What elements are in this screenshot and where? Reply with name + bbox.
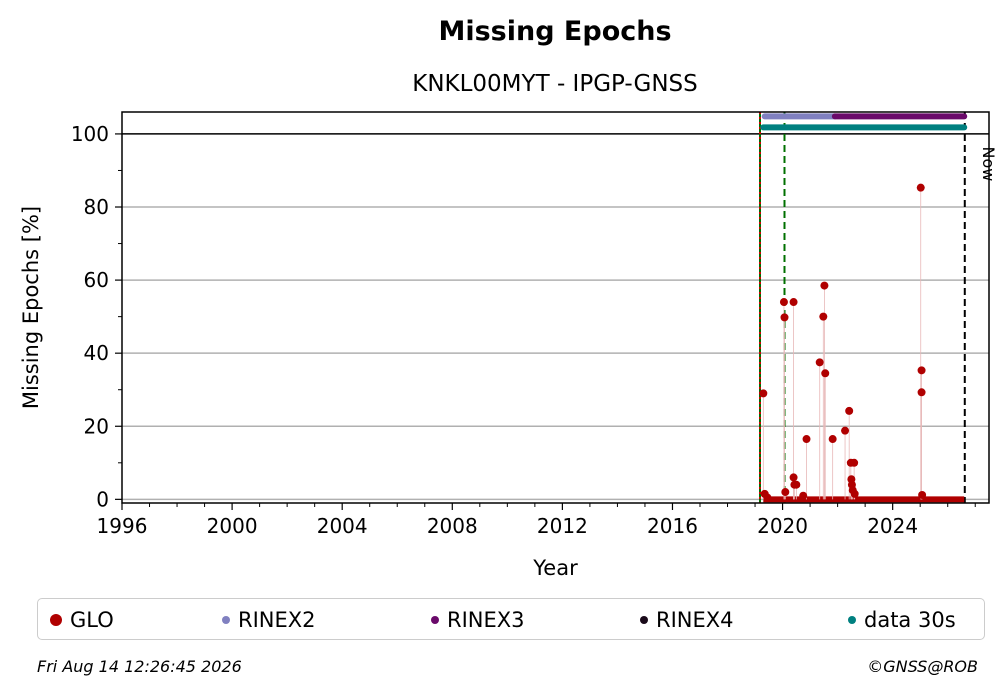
glo-point bbox=[815, 358, 824, 367]
y-tick-label: 20 bbox=[84, 414, 109, 438]
legend-item-rinex2: RINEX2 bbox=[222, 599, 316, 641]
legend-label-data30s: data 30s bbox=[864, 608, 956, 632]
glo-point bbox=[802, 435, 811, 444]
x-tick-label: 2020 bbox=[757, 514, 808, 538]
x-tick-label: 2004 bbox=[317, 514, 368, 538]
legend-marker-data30s bbox=[848, 616, 856, 624]
y-tick-label: 0 bbox=[96, 487, 109, 511]
glo-point bbox=[789, 473, 798, 482]
legend: GLO RINEX2 RINEX3 RINEX4 data 30s bbox=[37, 598, 985, 640]
legend-label-rinex2: RINEX2 bbox=[238, 608, 316, 632]
legend-label-rinex4: RINEX4 bbox=[656, 608, 734, 632]
y-axis-label: Missing Epochs [%] bbox=[19, 206, 43, 409]
glo-point bbox=[828, 435, 837, 444]
y-tick-label: 100 bbox=[71, 122, 109, 146]
glo-point bbox=[780, 313, 789, 322]
glo-point bbox=[850, 458, 859, 467]
glo-point bbox=[781, 488, 790, 497]
glo-point bbox=[759, 389, 768, 398]
glo-point bbox=[779, 298, 788, 307]
x-tick-label: 2016 bbox=[647, 514, 698, 538]
glo-point bbox=[917, 366, 926, 375]
footer-timestamp: Fri Aug 14 12:26:45 2026 bbox=[37, 657, 242, 676]
glo-point bbox=[916, 183, 925, 192]
x-tick-label: 1996 bbox=[97, 514, 148, 538]
legend-marker-glo bbox=[50, 614, 62, 626]
x-tick-label: 2008 bbox=[427, 514, 478, 538]
glo-point bbox=[918, 490, 927, 499]
legend-item-rinex4: RINEX4 bbox=[640, 599, 734, 641]
legend-marker-rinex3 bbox=[431, 616, 439, 624]
legend-item-glo: GLO bbox=[50, 599, 114, 641]
glo-point bbox=[850, 489, 859, 498]
glo-point bbox=[799, 491, 808, 500]
x-tick-label: 2012 bbox=[537, 514, 588, 538]
glo-point bbox=[792, 480, 801, 489]
x-tick-label: 2024 bbox=[867, 514, 918, 538]
glo-point bbox=[821, 369, 830, 378]
legend-item-rinex3: RINEX3 bbox=[431, 599, 525, 641]
glo-point bbox=[819, 312, 828, 321]
y-tick-label: 80 bbox=[84, 195, 109, 219]
glo-point bbox=[841, 426, 850, 435]
glo-point bbox=[845, 406, 854, 415]
y-tick-label: 60 bbox=[84, 268, 109, 292]
glo-point bbox=[820, 281, 829, 290]
glo-point bbox=[763, 493, 772, 502]
legend-label-glo: GLO bbox=[70, 608, 114, 632]
x-axis-label: Year bbox=[532, 556, 578, 580]
legend-marker-rinex2 bbox=[222, 616, 230, 624]
y-tick-label: 40 bbox=[84, 341, 109, 365]
glo-point bbox=[789, 298, 798, 307]
chart-title: Missing Epochs bbox=[438, 16, 672, 47]
legend-item-data30s: data 30s bbox=[848, 599, 956, 641]
chart-subtitle: KNKL00MYT - IPGP-GNSS bbox=[412, 71, 698, 97]
legend-marker-rinex4 bbox=[640, 616, 648, 624]
x-tick-label: 2000 bbox=[207, 514, 258, 538]
glo-point bbox=[917, 388, 926, 397]
plot-frame bbox=[121, 111, 990, 504]
legend-label-rinex3: RINEX3 bbox=[447, 608, 525, 632]
footer-copyright: ©GNSS@ROB bbox=[867, 657, 978, 676]
